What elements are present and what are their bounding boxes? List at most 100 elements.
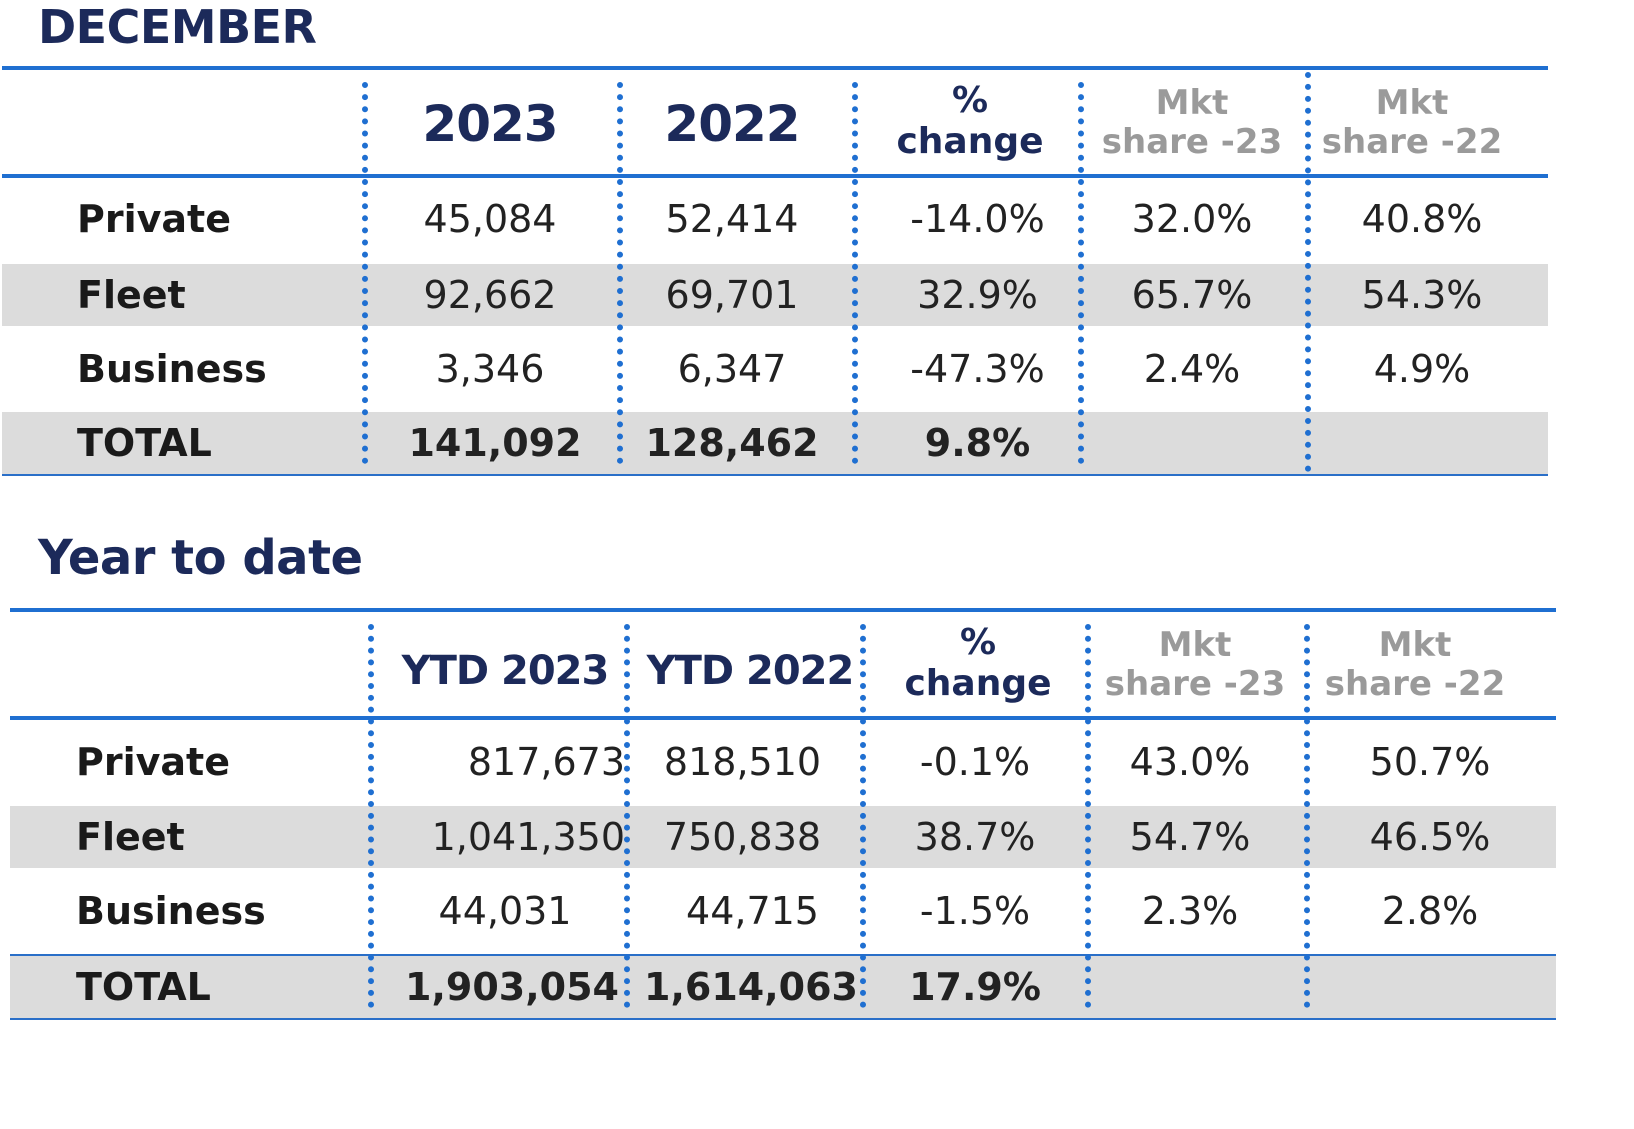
value-mkt23: 2.4% [1143, 347, 1241, 391]
value-2022: 44,715 [686, 889, 819, 933]
value-2023: 141,092 [408, 421, 582, 465]
value-2022: 6,347 [677, 347, 787, 391]
row-label: Private [76, 740, 230, 784]
row-label: Private [77, 197, 231, 241]
column-divider [1078, 82, 1084, 464]
ytd-header-2023: YTD 2023 [401, 648, 610, 694]
column-divider [362, 82, 368, 464]
december-table: 2023 2022 % change Mkt share -23 Mkt sha… [2, 66, 1548, 478]
row-label: Fleet [76, 815, 185, 859]
ytd-total-top-rule [10, 954, 1556, 956]
value-2022: 750,838 [663, 815, 822, 859]
value-mkt23: 2.3% [1141, 889, 1239, 933]
value-mkt23: 32.0% [1131, 197, 1253, 241]
ytd-header-2022: YTD 2022 [646, 648, 855, 694]
ytd-header-mkt22-line1: Mkt [1378, 625, 1452, 665]
december-title: DECEMBER [38, 0, 317, 54]
value-mkt22: 46.5% [1369, 815, 1491, 859]
value-mkt23 [1090, 956, 1290, 1018]
value-change: 38.7% [914, 815, 1036, 859]
value-change: 9.8% [924, 421, 1031, 465]
december-header-mkt22-line1: Mkt [1375, 83, 1449, 123]
value-2023: 45,084 [423, 197, 557, 241]
december-header-2022: 2022 [664, 95, 800, 153]
value-mkt22 [1322, 412, 1522, 474]
december-header-mkt22-line2: share -22 [1321, 122, 1503, 163]
value-mkt22 [1330, 956, 1530, 1018]
value-2022: 818,510 [663, 740, 822, 784]
column-divider [1305, 72, 1311, 472]
ytd-header-change-line2: change [904, 663, 1052, 705]
value-change: 32.9% [917, 273, 1038, 317]
ytd-header-change-line1: % [959, 622, 997, 663]
value-change: -0.1% [919, 740, 1031, 784]
ytd-header-mkt23-line1: Mkt [1158, 625, 1232, 665]
value-mkt23: 43.0% [1129, 740, 1251, 784]
value-mkt22: 2.8% [1381, 889, 1479, 933]
ytd-header-mkt22-line2: share -22 [1324, 664, 1506, 705]
value-2022: 69,701 [665, 273, 799, 317]
column-divider [860, 624, 866, 1008]
value-mkt22: 4.9% [1373, 347, 1471, 391]
december-header-change-line2: change [896, 121, 1044, 163]
value-2023: 3,346 [435, 347, 545, 391]
value-2022: 128,462 [645, 421, 819, 465]
table-row: Private 45,084 52,414 -14.0% 32.0% 40.8% [2, 182, 1548, 256]
value-2022: 52,414 [665, 197, 799, 241]
ytd-header-change: % change [898, 622, 1058, 705]
value-mkt23: 54.7% [1129, 815, 1251, 859]
value-mkt23 [1092, 412, 1292, 474]
ytd-table: YTD 2023 YTD 2022 % change Mkt share -23… [10, 608, 1556, 1024]
ytd-header-rule [10, 716, 1556, 720]
value-mkt23: 65.7% [1131, 273, 1253, 317]
row-label: Business [76, 889, 266, 933]
column-divider [852, 82, 858, 464]
value-2023: 1,041,350 [431, 815, 625, 859]
value-mkt22: 50.7% [1369, 740, 1491, 784]
december-header-change-line1: % [951, 80, 989, 121]
december-header-row: 2023 2022 % change Mkt share -23 Mkt sha… [2, 70, 1548, 176]
row-label: TOTAL [76, 965, 211, 1009]
table-row: Business 3,346 6,347 -47.3% 2.4% 4.9% [2, 332, 1548, 406]
value-2023: 1,903,054 [405, 965, 619, 1009]
value-2023: 44,031 [438, 889, 572, 933]
ytd-header-mkt23-line2: share -23 [1104, 664, 1286, 705]
ytd-top-rule [10, 608, 1556, 612]
value-2023: 92,662 [423, 273, 557, 317]
december-bottom-rule [2, 474, 1548, 476]
value-change: -1.5% [919, 889, 1031, 933]
december-header-mkt23: Mkt share -23 [1092, 83, 1292, 163]
table-row: Business 44,031 44,715 -1.5% 2.3% 2.8% [10, 874, 1556, 948]
value-2022: 1,614,063 [644, 965, 858, 1009]
column-divider [1304, 624, 1310, 1008]
december-header-change: % change [890, 80, 1050, 163]
column-divider [624, 624, 630, 1008]
ytd-header-row: YTD 2023 YTD 2022 % change Mkt share -23… [10, 612, 1556, 718]
december-header-2023: 2023 [422, 95, 558, 153]
row-label: Fleet [77, 273, 186, 317]
value-mkt22: 40.8% [1361, 197, 1483, 241]
ytd-header-mkt23: Mkt share -23 [1095, 625, 1295, 705]
value-2023: 817,673 [467, 740, 625, 784]
value-change: 17.9% [909, 965, 1041, 1009]
row-label: Business [77, 347, 267, 391]
december-header-rule [2, 174, 1548, 178]
december-header-mkt23-line1: Mkt [1155, 83, 1229, 123]
table-row-total: TOTAL 141,092 128,462 9.8% [2, 412, 1548, 474]
ytd-title: Year to date [38, 530, 363, 586]
row-label: TOTAL [77, 421, 212, 465]
table-row: Private 817,673 818,510 -0.1% 43.0% 50.7… [10, 724, 1556, 800]
table-row-total: TOTAL 1,903,054 1,614,063 17.9% [10, 956, 1556, 1018]
ytd-bottom-rule [10, 1018, 1556, 1020]
december-header-mkt23-line2: share -23 [1101, 122, 1283, 163]
column-divider [1085, 624, 1091, 1008]
table-row: Fleet 92,662 69,701 32.9% 65.7% 54.3% [2, 264, 1548, 326]
value-mkt22: 54.3% [1361, 273, 1483, 317]
december-top-rule [2, 66, 1548, 70]
ytd-header-mkt22: Mkt share -22 [1315, 625, 1515, 705]
value-change: -47.3% [910, 347, 1045, 391]
table-row: Fleet 1,041,350 750,838 38.7% 54.7% 46.5… [10, 806, 1556, 868]
december-header-mkt22: Mkt share -22 [1312, 83, 1512, 163]
column-divider [368, 624, 374, 1008]
value-change: -14.0% [910, 197, 1045, 241]
